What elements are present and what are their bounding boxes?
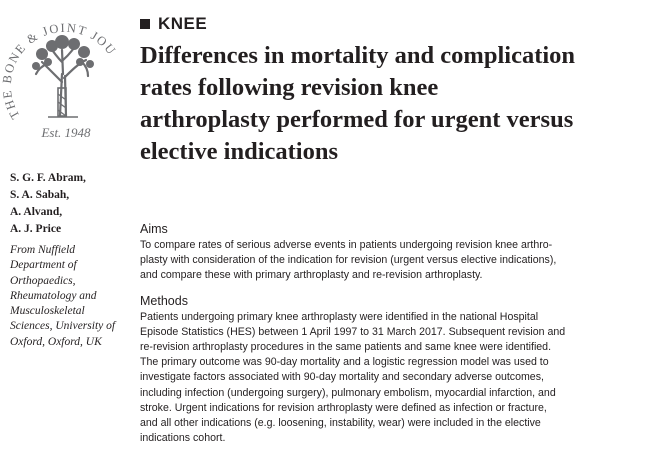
affiliation-line: Musculoskeletal: [10, 305, 85, 318]
aims-line: To compare rates of serious adverse even…: [140, 239, 553, 251]
article-title: Differences in mortality and complicatio…: [140, 40, 650, 168]
aims-text: To compare rates of serious adverse even…: [140, 238, 652, 284]
section-header: KNEE: [140, 14, 207, 34]
aims-line: and compare these with primary arthropla…: [140, 269, 483, 282]
tree-seal-icon: THE BONE & JOINT JOURNAL Est. 1948: [2, 4, 118, 140]
author: S. G. F. Abram,: [10, 172, 86, 184]
section-label: KNEE: [158, 14, 208, 33]
methods-line: including infection (undergoing surgery)…: [140, 386, 556, 399]
methods-text: Patients undergoing primary knee arthrop…: [140, 310, 652, 447]
title-line: Differences in mortality and complicatio…: [140, 42, 576, 69]
title-line: arthroplasty performed for urgent versus: [140, 106, 574, 133]
author: A. J. Price: [10, 223, 62, 235]
journal-logo: THE BONE & JOINT JOURNAL Est. 1948: [2, 4, 122, 144]
aims-heading: Aims: [140, 222, 168, 236]
methods-line: Patients undergoing primary knee arthrop…: [140, 310, 539, 323]
methods-line: investigate factors associated with 90-d…: [140, 371, 544, 384]
methods-line: and all other indications (e.g. loosenin…: [140, 417, 541, 430]
title-line: elective indications: [140, 138, 339, 165]
affiliation-line: Rheumatology and: [10, 289, 97, 302]
affiliation: From Nuffield Department of Orthopaedics…: [10, 243, 132, 350]
methods-line: re-revision arthroplasty procedures in t…: [140, 341, 552, 354]
affiliation-line: From Nuffield: [10, 244, 76, 256]
affiliation-line: Department of: [10, 259, 77, 272]
author-list: S. G. F. Abram, S. A. Sabah, A. Alvand, …: [10, 170, 128, 238]
methods-line: indications cohort.: [140, 432, 226, 445]
affiliation-line: Oxford, Oxford, UK: [10, 335, 102, 348]
abstract: Aims To compare rates of serious adverse…: [140, 222, 652, 446]
methods-line: The primary outcome was 90-day mortality…: [140, 356, 549, 369]
affiliation-line: Orthopaedics,: [10, 274, 76, 287]
methods-line: stroke. Urgent indications for revision …: [140, 401, 547, 414]
aims-line: plasty with consideration of the indicat…: [140, 254, 557, 267]
methods-line: Episode Statistics (HES) between 1 April…: [140, 325, 566, 338]
author: S. A. Sabah,: [10, 189, 70, 201]
established-label: Est. 1948: [40, 125, 91, 140]
methods-heading: Methods: [140, 293, 188, 308]
title-line: rates following revision knee: [140, 74, 439, 101]
section-square-icon: [140, 19, 150, 29]
author: A. Alvand,: [10, 206, 63, 218]
affiliation-line: Sciences, University of: [10, 320, 116, 333]
